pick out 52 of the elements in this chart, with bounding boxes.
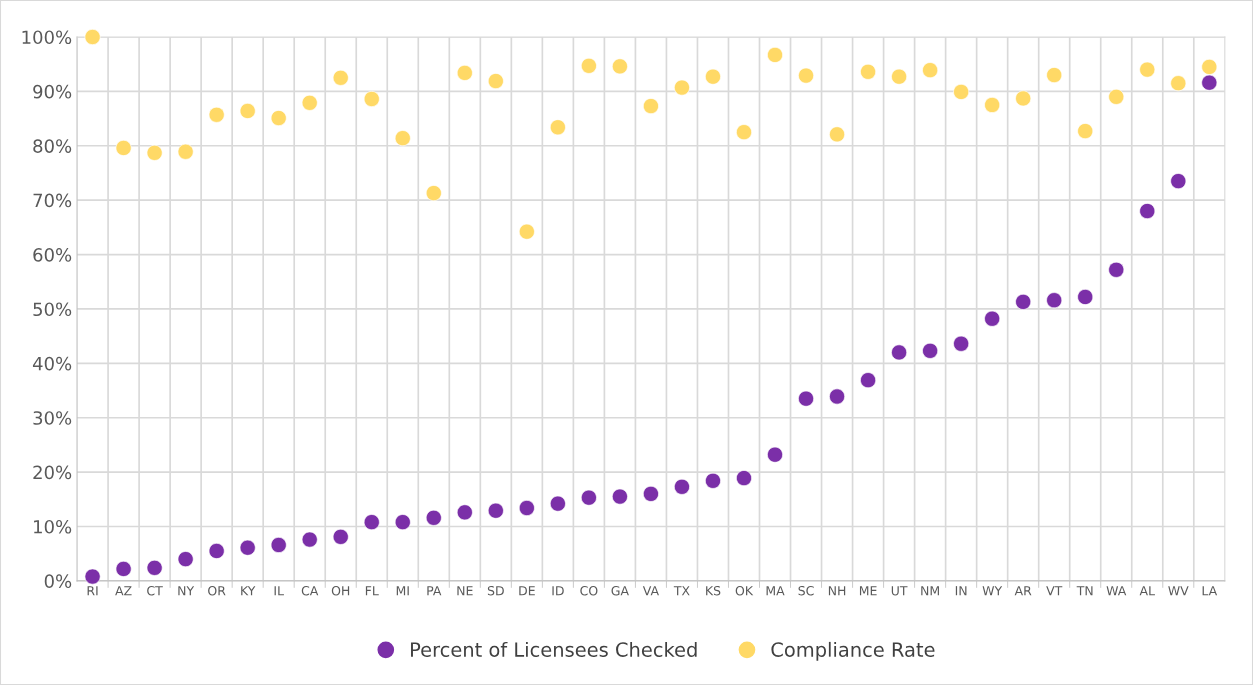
point <box>177 143 194 160</box>
x-tick-label: PA <box>427 586 442 596</box>
x-tick-label: WY <box>982 586 1003 596</box>
x-tick-label: IL <box>274 586 284 596</box>
legend-label: Percent of Licensees Checked <box>411 641 697 657</box>
y-tick-label: 60% <box>33 248 72 262</box>
x-tick-label: KY <box>241 586 256 596</box>
x-tick-label: IN <box>955 586 967 596</box>
x-tick-label: GA <box>611 585 629 596</box>
y-tick-label: 90% <box>33 84 72 99</box>
point <box>208 542 225 559</box>
x-tick-label: AL <box>1139 586 1155 596</box>
y-tick-label: 100% <box>22 30 72 45</box>
x-tick-label: VA <box>642 586 659 596</box>
x-tick-label: RI <box>87 586 98 596</box>
x-tick-label: AZ <box>115 586 132 596</box>
x-tick-label: TX <box>673 586 690 596</box>
x-tick-label: SC <box>798 585 814 596</box>
x-tick-label: AR <box>1014 586 1032 596</box>
x-tick-label: FL <box>365 586 379 596</box>
x-tick-label: ME <box>859 586 877 596</box>
x-tick-label: MA <box>766 586 785 596</box>
x-tick-label: UT <box>891 586 908 596</box>
x-tick-label: ID <box>552 586 564 596</box>
x-tick-label: SD <box>487 585 504 596</box>
x-tick-label: MI <box>396 586 409 596</box>
y-tick-label: 30% <box>33 411 72 425</box>
y-tick-label: 80% <box>33 139 72 153</box>
x-tick-label: TN <box>1076 586 1093 596</box>
y-tick-label: 40% <box>32 356 72 371</box>
x-tick-label: LA <box>1202 586 1218 596</box>
x-tick-label: WV <box>1168 586 1189 596</box>
x-tick-label: NH <box>828 586 846 596</box>
x-tick-label: OK <box>735 585 754 596</box>
x-tick-label: CA <box>301 585 319 596</box>
x-tick-label: CO <box>580 585 598 596</box>
y-tick-label: 50% <box>33 302 72 317</box>
x-tick-label: NM <box>921 586 939 596</box>
x-tick-label: VT <box>1046 586 1063 596</box>
legend-label: Compliance Rate <box>771 641 935 661</box>
x-tick-label: OR <box>208 585 226 596</box>
x-tick-label: KS <box>706 585 721 596</box>
x-tick-label: DE <box>519 586 535 596</box>
x-tick-label: NE <box>457 586 473 596</box>
y-tick-label: 20% <box>33 465 72 480</box>
x-tick-label: CT <box>147 585 163 596</box>
y-tick-label: 70% <box>33 193 72 208</box>
x-tick-label: NY <box>178 586 195 596</box>
y-tick-label: 0% <box>44 574 72 588</box>
x-tick-label: WA <box>1106 586 1127 596</box>
x-tick-label: OH <box>331 585 350 596</box>
y-tick-label: 10% <box>34 519 72 534</box>
